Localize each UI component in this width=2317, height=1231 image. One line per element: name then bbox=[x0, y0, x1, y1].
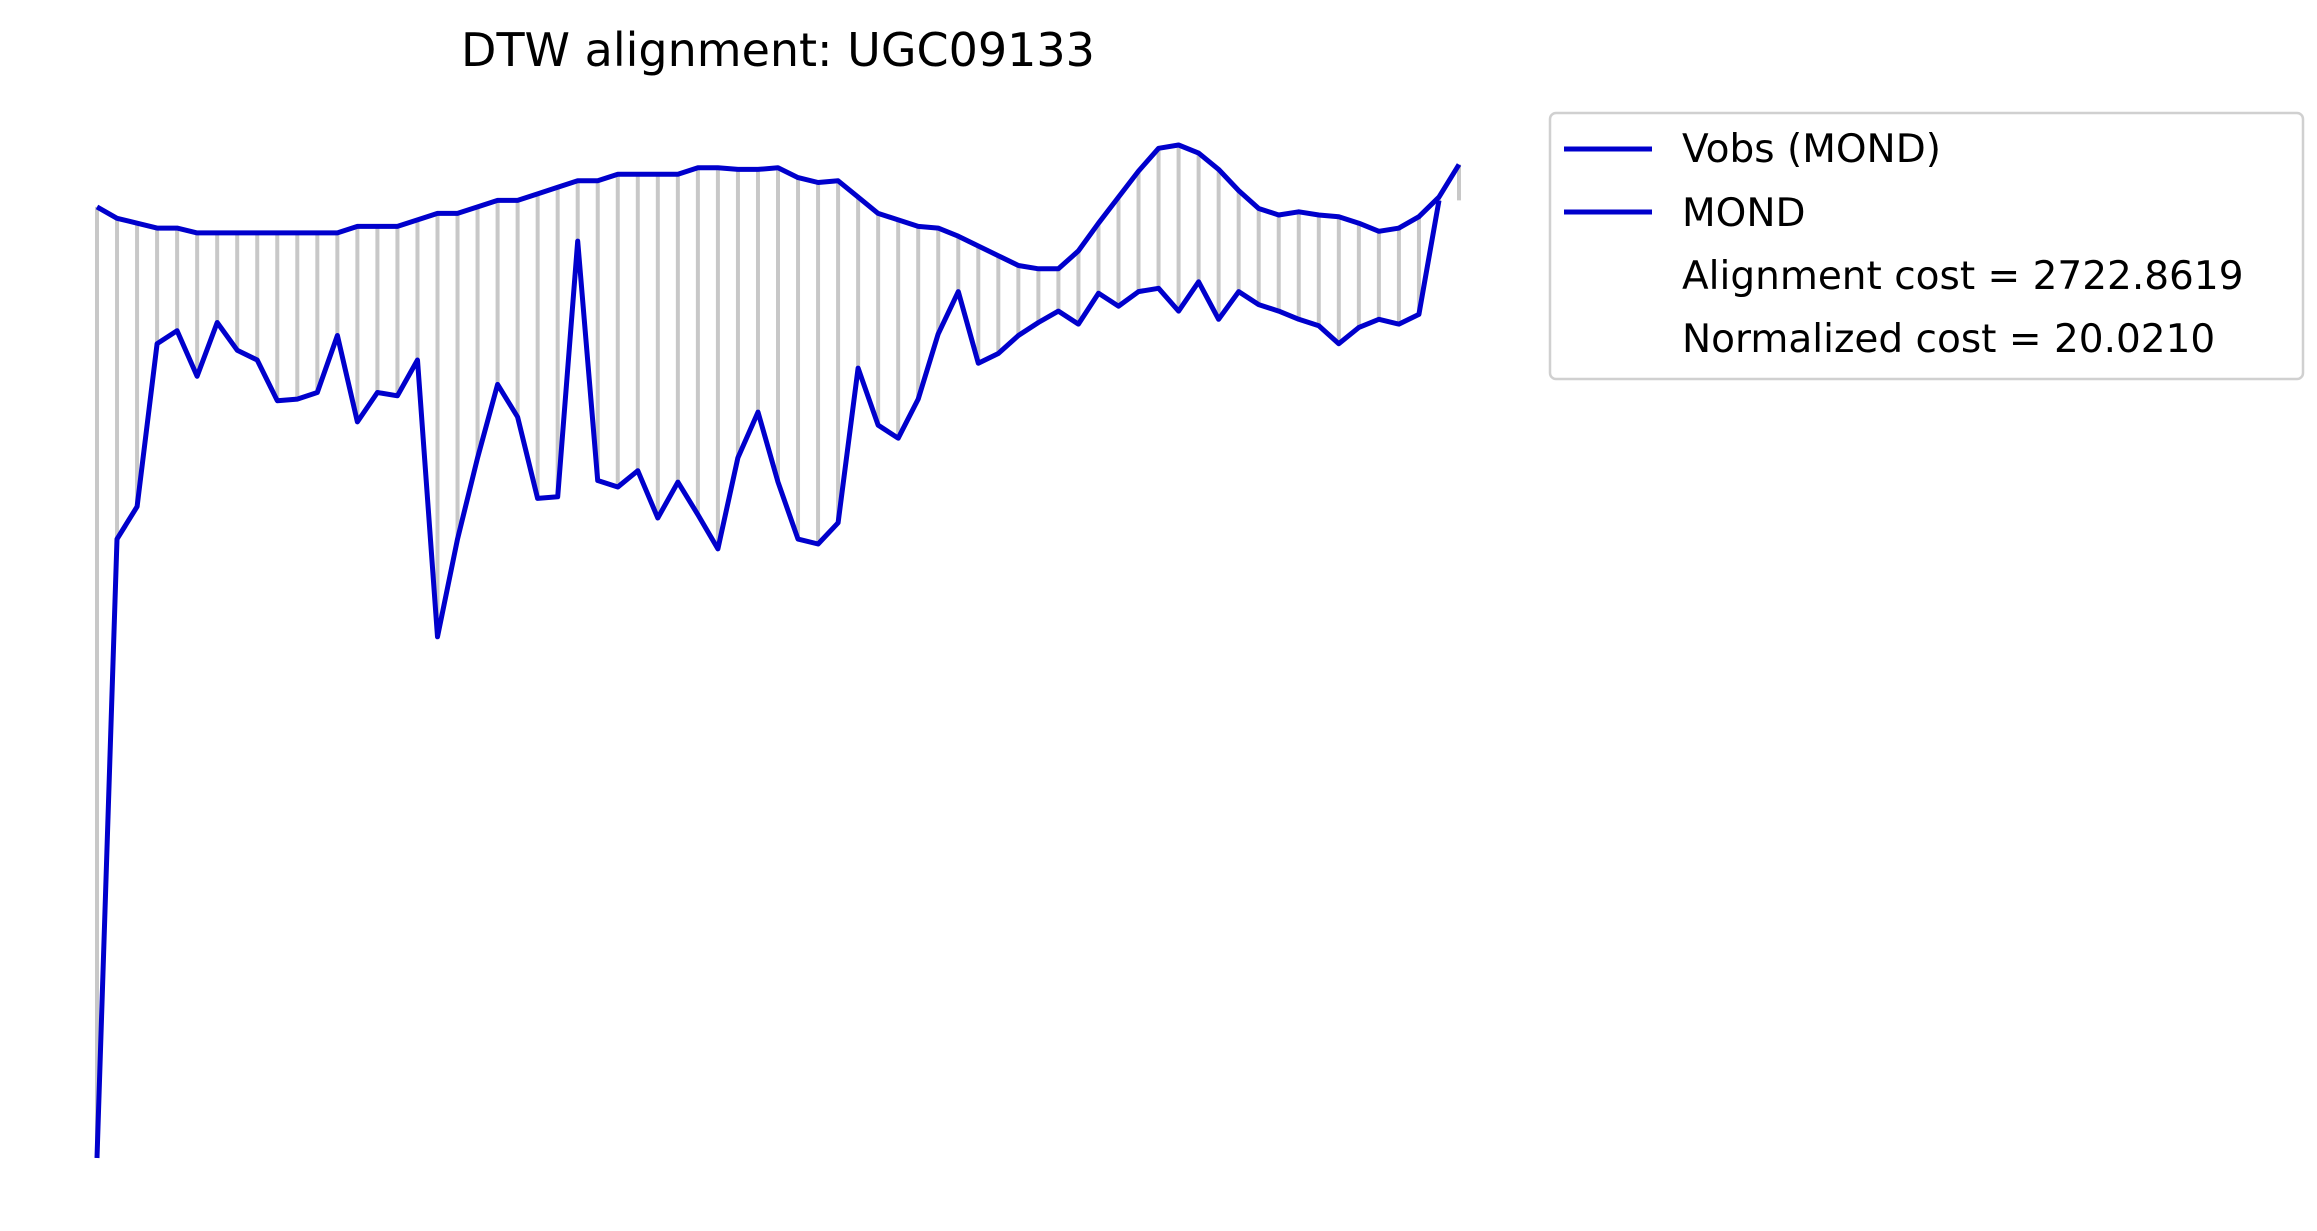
chart-title: DTW alignment: UGC09133 bbox=[461, 23, 1095, 77]
legend-frame bbox=[1548, 111, 2305, 381]
series-lines bbox=[94, 142, 1462, 1159]
alignment-connectors bbox=[95, 145, 1461, 1158]
legend-alignment-cost: Alignment cost = 2722.8619 bbox=[1682, 254, 2244, 299]
legend-label-mond: MOND bbox=[1682, 191, 1806, 236]
legend-normalized-cost: Normalized cost = 20.0210 bbox=[1682, 317, 2215, 362]
series-line-mond bbox=[94, 199, 1442, 1159]
legend: Vobs (MOND) MOND Alignment cost = 2722.8… bbox=[1548, 111, 2305, 381]
legend-label-vobs: Vobs (MOND) bbox=[1682, 127, 1941, 172]
series-line-vobs bbox=[95, 142, 1462, 272]
